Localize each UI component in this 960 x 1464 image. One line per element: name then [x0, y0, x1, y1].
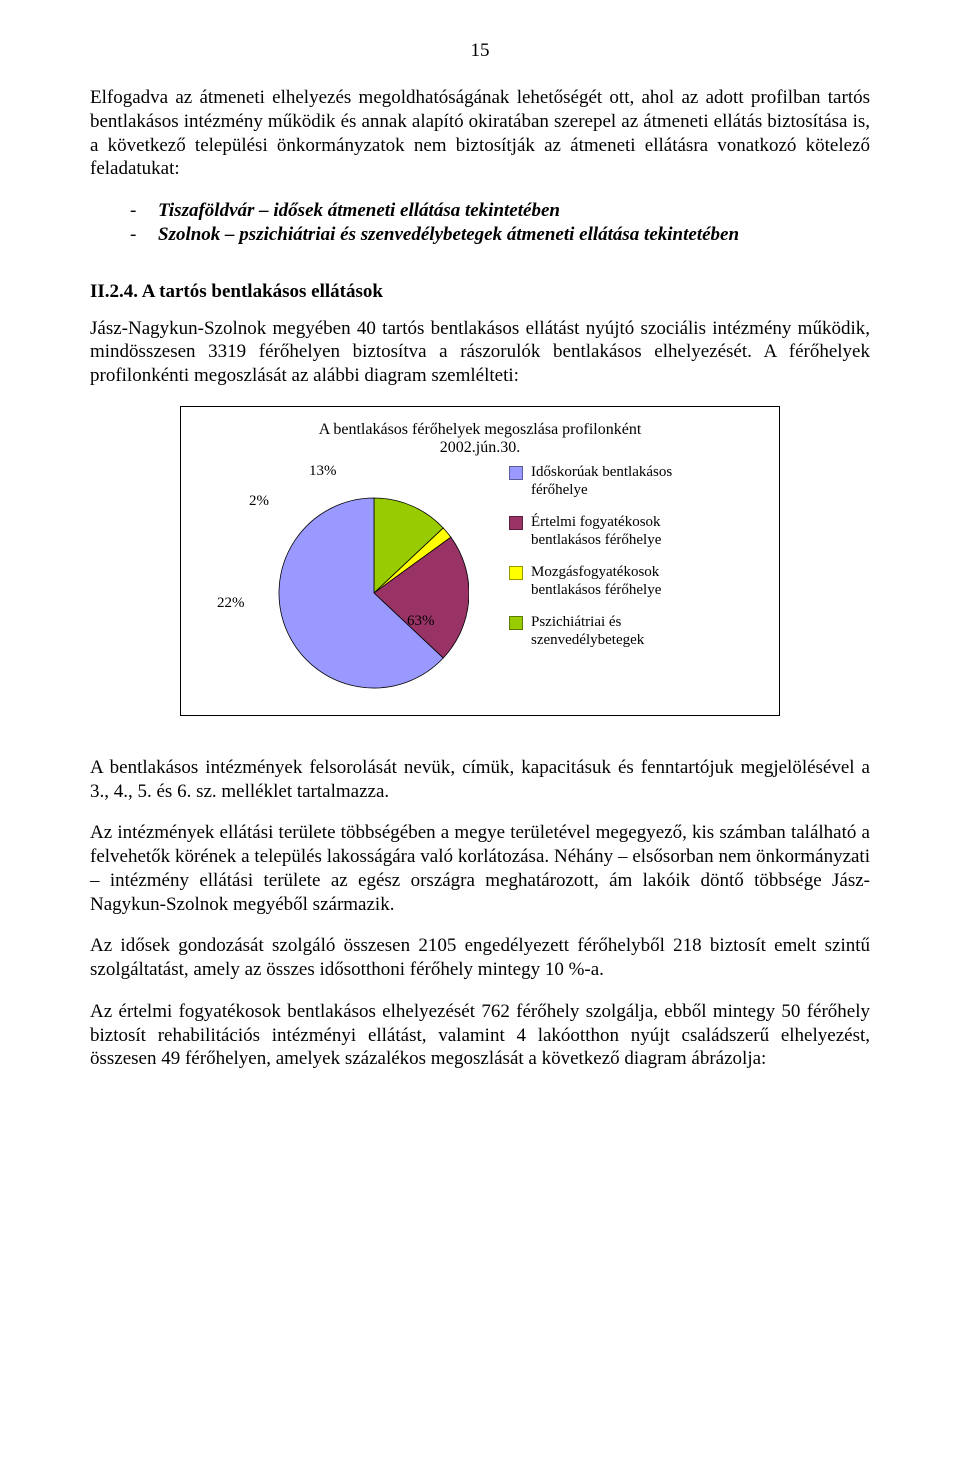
chart-title: A bentlakásos férőhelyek megoszlása prof…	[199, 421, 761, 457]
pie-chart-frame: A bentlakásos férőhelyek megoszlása prof…	[180, 406, 780, 716]
paragraph-intro: Elfogadva az átmeneti elhelyezés megoldh…	[90, 86, 870, 181]
legend-item: Időskorúak bentlakásos férőhelye	[509, 463, 672, 499]
legend-label: Pszichiátriai és szenvedélybetegek	[531, 613, 644, 649]
paragraph-body: Jász-Nagykun-Szolnok megyében 40 tartós …	[90, 317, 870, 388]
paragraph-body: Az intézmények ellátási területe többség…	[90, 821, 870, 916]
document-page: 15 Elfogadva az átmeneti elhelyezés mego…	[0, 0, 960, 1464]
legend-label: Értelmi fogyatékosok bentlakásos férőhel…	[531, 513, 661, 549]
legend-item: Pszichiátriai és szenvedélybetegek	[509, 613, 672, 649]
pie-pct-label-2: 2%	[249, 493, 269, 510]
chart-legend: Időskorúak bentlakásos férőhelye Értelmi…	[509, 463, 672, 663]
legend-item: Mozgásfogyatékosok bentlakásos férőhelye	[509, 563, 672, 599]
legend-label: Mozgásfogyatékosok bentlakásos férőhelye	[531, 563, 661, 599]
legend-label: Időskorúak bentlakásos férőhelye	[531, 463, 672, 499]
chart-title-line1: A bentlakásos férőhelyek megoszlása prof…	[319, 421, 642, 438]
list-item: - Tiszaföldvár – idősek átmeneti ellátás…	[130, 199, 870, 223]
legend-swatch	[509, 616, 523, 630]
chart-body: 13% 2% 22% 63% Időskorúak bentlakásos fé…	[199, 463, 761, 703]
pie-pct-label-13: 13%	[309, 463, 337, 480]
list-item-text: Tiszaföldvár – idősek átmeneti ellátása …	[158, 199, 560, 223]
list-item-text: Szolnok – pszichiátriai és szenvedélybet…	[158, 223, 739, 247]
list-dash-icon: -	[130, 223, 158, 247]
bullet-list: - Tiszaföldvár – idősek átmeneti ellátás…	[90, 199, 870, 247]
chart-title-line2: 2002.jún.30.	[440, 439, 520, 456]
list-dash-icon: -	[130, 199, 158, 223]
paragraph-body: Az idősek gondozását szolgáló összesen 2…	[90, 934, 870, 982]
pie-chart	[239, 473, 469, 703]
legend-swatch	[509, 516, 523, 530]
paragraph-body: Az értelmi fogyatékosok bentlakásos elhe…	[90, 1000, 870, 1071]
pie-container: 13% 2% 22% 63%	[199, 463, 509, 703]
pie-pct-label-22: 22%	[217, 595, 245, 612]
section-heading: II.2.4. A tartós bentlakásos ellátások	[90, 281, 870, 303]
pie-pct-label-63: 63%	[407, 613, 435, 630]
page-number: 15	[90, 40, 870, 62]
legend-item: Értelmi fogyatékosok bentlakásos férőhel…	[509, 513, 672, 549]
paragraph-body: A bentlakásos intézmények felsorolását n…	[90, 756, 870, 804]
list-item: - Szolnok – pszichiátriai és szenvedélyb…	[130, 223, 870, 247]
legend-swatch	[509, 466, 523, 480]
legend-swatch	[509, 566, 523, 580]
